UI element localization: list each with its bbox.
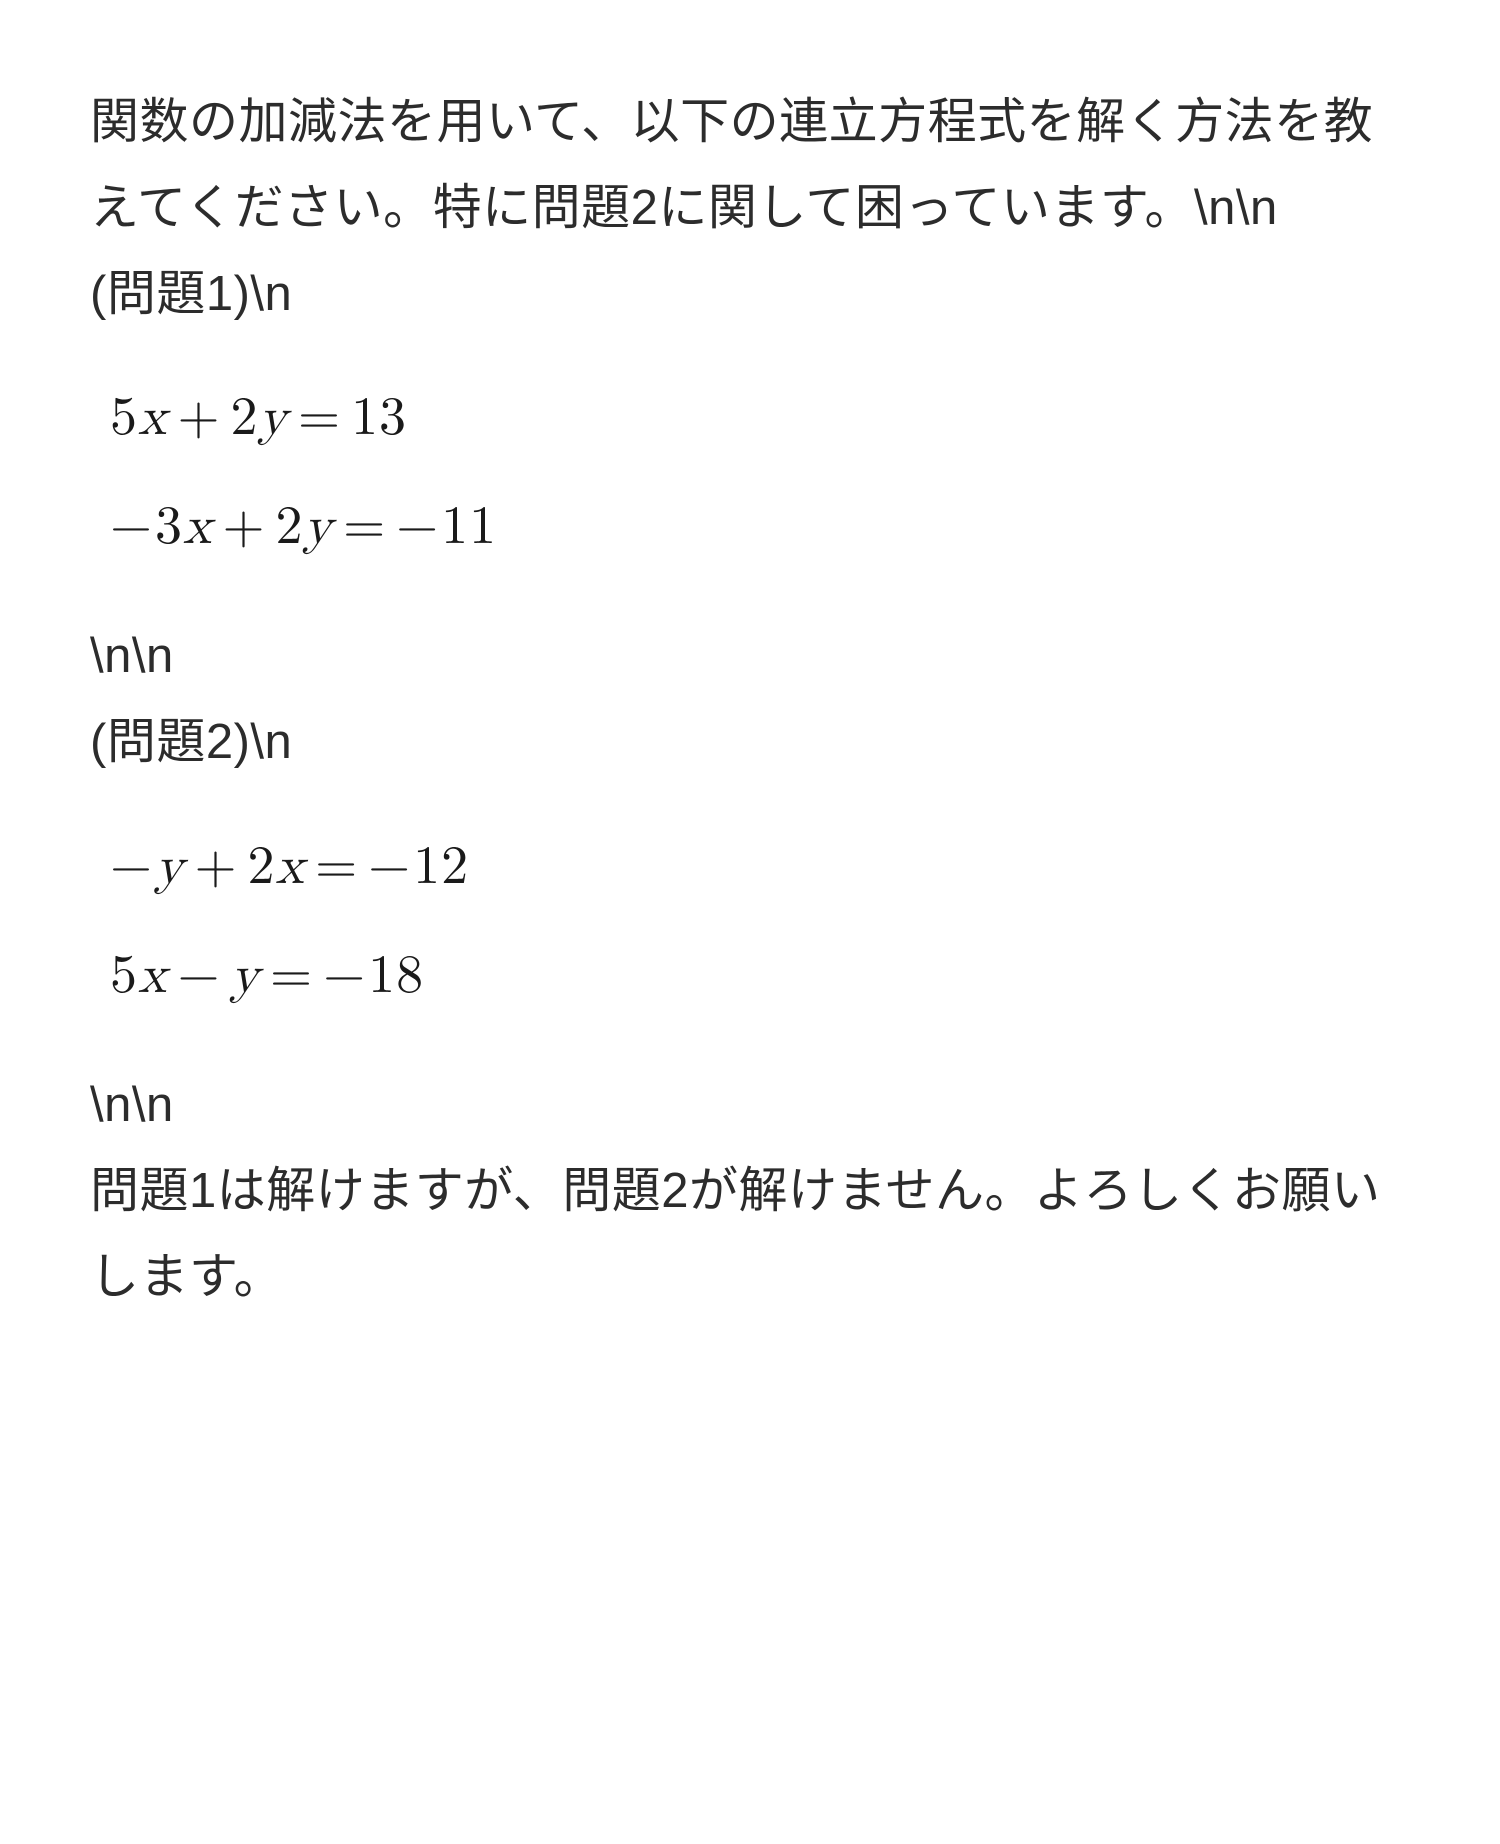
- problem1-equations: 5x+2y=13 −3x+2y=−11: [90, 337, 1410, 614]
- problem1-eq2: −3x+2y=−11: [110, 476, 1410, 579]
- separator2-text: \n\n: [90, 1078, 174, 1132]
- problem1-label: (問題1)\n: [90, 252, 1410, 338]
- closing-paragraph: 問題1は解けますが、問題2が解けません。よろしくお願いします。: [90, 1149, 1410, 1321]
- problem2-eq2: 5x−y=−18: [110, 925, 1410, 1028]
- separator2: \n\n: [90, 1063, 1410, 1149]
- problem1-label-text: (問題1)\n: [90, 267, 292, 321]
- separator1-text: \n\n: [90, 629, 174, 683]
- problem2-label: (問題2)\n: [90, 700, 1410, 786]
- problem2-label-text: (問題2)\n: [90, 715, 292, 769]
- problem2-eq1: −y+2x=−12: [110, 816, 1410, 919]
- intro-text: 関数の加減法を用いて、以下の連立方程式を解く方法を教えてください。特に問題2に関…: [90, 95, 1373, 235]
- intro-paragraph: 関数の加減法を用いて、以下の連立方程式を解く方法を教えてください。特に問題2に関…: [90, 80, 1410, 252]
- problem1-eq1: 5x+2y=13: [110, 367, 1410, 470]
- closing-text: 問題1は解けますが、問題2が解けません。よろしくお願いします。: [90, 1164, 1381, 1304]
- separator1: \n\n: [90, 614, 1410, 700]
- problem2-equations: −y+2x=−12 5x−y=−18: [90, 786, 1410, 1063]
